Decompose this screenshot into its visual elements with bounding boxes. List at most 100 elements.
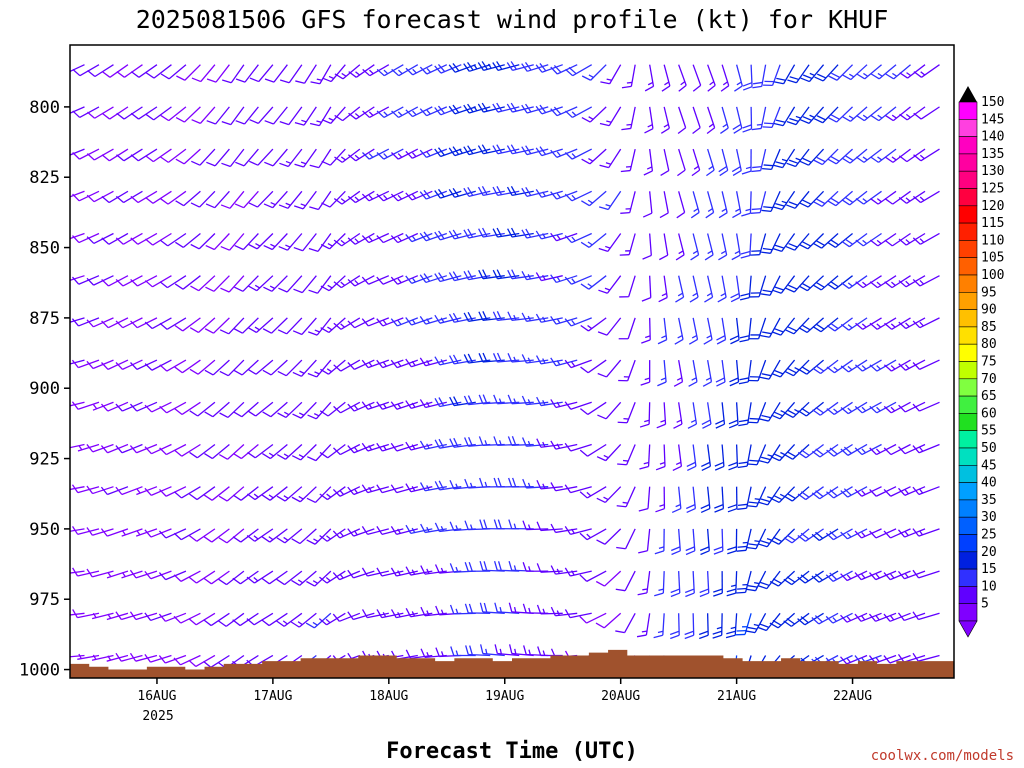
colorbar-swatch — [958, 603, 978, 622]
wind-barb — [728, 444, 739, 471]
wind-barb — [550, 606, 578, 617]
wind-barb — [748, 359, 767, 382]
wind-barb — [419, 399, 447, 409]
wind-barb — [521, 228, 549, 239]
colorbar-swatch — [958, 222, 978, 241]
wind-barb — [718, 148, 729, 177]
wind-barb — [308, 317, 332, 336]
wind-barb — [419, 357, 447, 367]
wind-barb — [797, 570, 824, 584]
x-axis-label: Forecast Time (UTC) — [386, 739, 638, 764]
y-tick-label: 850 — [29, 239, 60, 259]
wind-barb — [376, 567, 404, 577]
wind-barb — [717, 275, 727, 303]
wind-barb — [912, 275, 940, 287]
wind-barb — [277, 401, 303, 419]
wind-barb — [71, 275, 100, 285]
wind-barb — [464, 562, 491, 572]
wind-barb — [293, 233, 317, 252]
wind-barb — [463, 62, 491, 72]
wind-barb — [684, 613, 695, 640]
wind-barb — [173, 612, 201, 624]
wind-barb — [704, 275, 714, 303]
wind-barb — [700, 486, 711, 514]
x-tick-label: 19AUG — [485, 689, 524, 704]
wind-barb — [751, 106, 767, 131]
wind-barb — [188, 570, 216, 584]
wind-barb — [480, 644, 505, 657]
wind-barb — [390, 317, 419, 327]
wind-barb — [761, 233, 781, 254]
wind-barb — [175, 232, 201, 248]
wind-barb — [757, 612, 781, 632]
wind-barb — [332, 486, 361, 497]
wind-barb — [761, 191, 781, 212]
wind-barb — [812, 317, 839, 333]
wind-barb — [763, 64, 781, 87]
wind-barb — [115, 317, 143, 329]
wind-barb — [673, 359, 684, 387]
wind-barb — [71, 359, 100, 369]
wind-barb — [321, 106, 346, 124]
colorbar-label: 85 — [981, 320, 997, 335]
wind-barb — [769, 570, 796, 587]
wind-barb — [654, 528, 665, 555]
wind-barb — [731, 233, 741, 261]
wind-barb — [319, 570, 346, 584]
wind-barb — [188, 654, 216, 668]
wind-barb — [771, 401, 796, 420]
wind-barb — [221, 148, 245, 168]
wind-barb — [750, 233, 767, 256]
wind-barb — [750, 191, 767, 214]
wind-barb — [174, 359, 201, 374]
wind-barb — [249, 64, 274, 83]
wind-barb — [689, 275, 699, 303]
wind-barb — [704, 233, 714, 261]
wind-barb — [434, 188, 462, 199]
colorbar-swatch — [958, 291, 978, 310]
wind-barb — [716, 317, 727, 345]
wind-barb — [492, 61, 520, 72]
wind-barb — [465, 645, 491, 657]
wind-barb — [448, 229, 476, 240]
wind-barb — [86, 190, 114, 203]
credit-text: coolwx.com/models — [871, 748, 1014, 764]
wind-barb — [684, 571, 695, 598]
wind-barb — [86, 317, 114, 328]
wind-barb — [580, 275, 607, 290]
wind-barb — [812, 359, 839, 375]
wind-barb — [173, 486, 201, 499]
wind-barb — [264, 106, 288, 125]
wind-barb — [675, 233, 685, 261]
wind-barb — [390, 442, 418, 452]
wind-barb — [405, 148, 433, 159]
wind-barb — [749, 317, 767, 340]
wind-barb — [718, 191, 728, 219]
wind-barb — [800, 64, 825, 83]
wind-barb — [419, 189, 448, 200]
wind-barb — [732, 106, 743, 134]
wind-barb — [159, 232, 187, 247]
wind-barb — [246, 486, 274, 501]
colorbar-label: 45 — [981, 458, 997, 473]
wind-barb — [101, 148, 129, 162]
wind-barb — [597, 401, 622, 420]
wind-barb — [701, 402, 712, 429]
wind-barb — [70, 486, 85, 491]
wind-barb — [361, 442, 390, 452]
wind-barb — [492, 186, 520, 197]
wind-barb — [306, 570, 332, 587]
wind-barb — [854, 612, 882, 622]
colorbar-swatch — [958, 170, 978, 189]
wind-barb — [898, 190, 926, 204]
wind-barb — [747, 486, 767, 508]
wind-barb — [746, 528, 767, 550]
wind-barb — [71, 484, 100, 494]
wind-barb — [536, 438, 563, 448]
y-tick-label: 875 — [29, 309, 60, 329]
wind-barb — [175, 106, 201, 123]
wind-barb — [70, 654, 85, 658]
wind-barb — [279, 106, 303, 126]
wind-barb — [86, 359, 114, 370]
wind-barb — [189, 317, 216, 334]
